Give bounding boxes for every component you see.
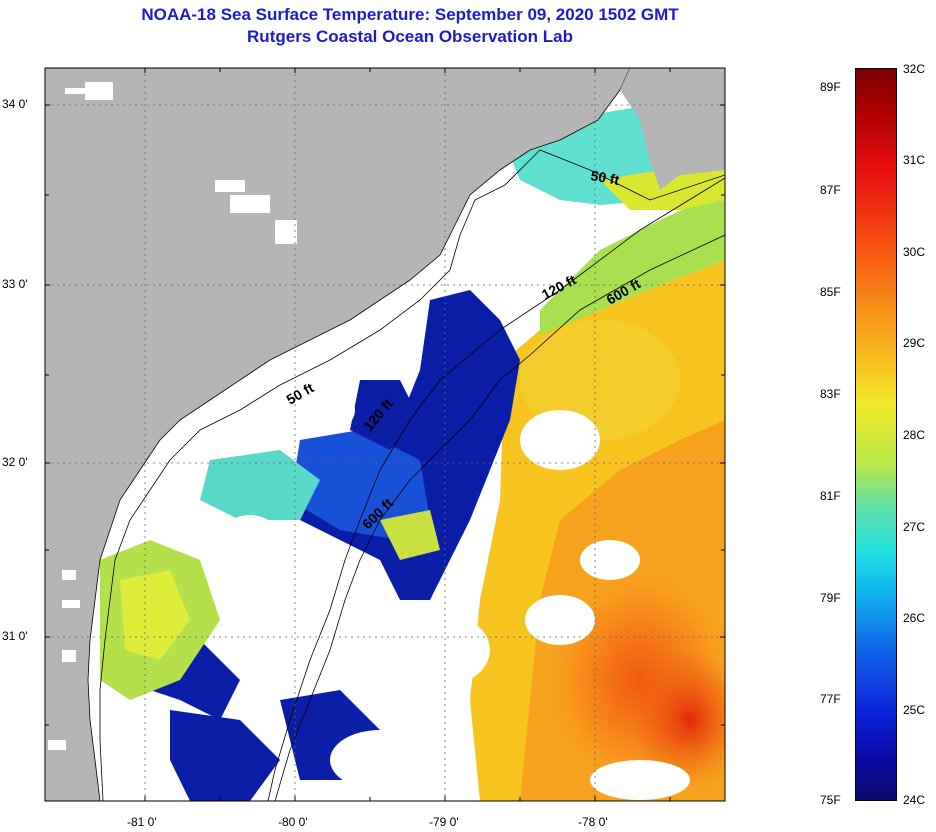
sst-green-band xyxy=(540,190,725,335)
colorbar-label-87f: 87F xyxy=(820,183,841,197)
colorbar-label-85f: 85F xyxy=(820,285,841,299)
sst-nearshore-yellow xyxy=(120,570,190,660)
colorbar-label-27c: 27C xyxy=(903,520,926,534)
colorbar-label-24c: 24C xyxy=(903,793,926,807)
coastline xyxy=(87,68,631,801)
graticule xyxy=(45,68,725,801)
colorbar-label-83f: 83F xyxy=(820,387,841,401)
sst-hottest-core xyxy=(630,650,725,790)
lat-label-31: 31 0' xyxy=(2,629,28,643)
lon-label-79: -79 0' xyxy=(429,815,459,829)
sst-cold-patch-south2 xyxy=(170,710,280,801)
colorbar-label-29c: 29C xyxy=(903,336,926,350)
colorbar-label-81f: 81F xyxy=(820,489,841,503)
colorbar-label-31c: 31C xyxy=(903,153,926,167)
sst-yellow-small xyxy=(380,510,440,560)
colorbar-label-79f: 79F xyxy=(820,591,841,605)
lon-label-78: -78 0' xyxy=(578,815,608,829)
land-artifacts xyxy=(48,82,297,750)
colorbar-label-28c: 28C xyxy=(903,428,926,442)
lon-label-80: -80 0' xyxy=(278,815,308,829)
map-ticks xyxy=(45,68,725,801)
map-title: NOAA-18 Sea Surface Temperature: Septemb… xyxy=(141,5,679,24)
lon-label-81: -81 0' xyxy=(127,815,157,829)
colorbar-label-77f: 77F xyxy=(820,692,841,706)
colorbar-label-75f: 75F xyxy=(820,793,841,807)
land-mass xyxy=(45,68,630,801)
cloud-mask xyxy=(220,175,690,800)
map-frame xyxy=(44,67,726,802)
lat-label-33: 33 0' xyxy=(2,277,28,291)
lat-label-34: 34 0' xyxy=(2,97,28,111)
map-subtitle: Rutgers Coastal Ocean Observation Lab xyxy=(247,27,573,46)
isobath-600ft xyxy=(274,234,725,801)
isobath-label-50ft-north: 50 ft xyxy=(589,167,620,188)
land-northeast xyxy=(620,68,725,190)
colorbar-label-89f: 89F xyxy=(820,80,841,94)
temperature-colorbar xyxy=(855,68,897,801)
isobath-120ft xyxy=(267,177,725,801)
lat-label-32: 32 0' xyxy=(2,455,28,469)
sst-blue-patch xyxy=(290,430,430,540)
colorbar-label-26c: 26C xyxy=(903,611,926,625)
colorbar-label-30c: 30C xyxy=(903,245,926,259)
colorbar-label-32c: 32C xyxy=(903,62,926,76)
isobath-50ft xyxy=(99,149,725,801)
colorbar-label-25c: 25C xyxy=(903,703,926,717)
sst-cyan-patch xyxy=(200,450,320,520)
